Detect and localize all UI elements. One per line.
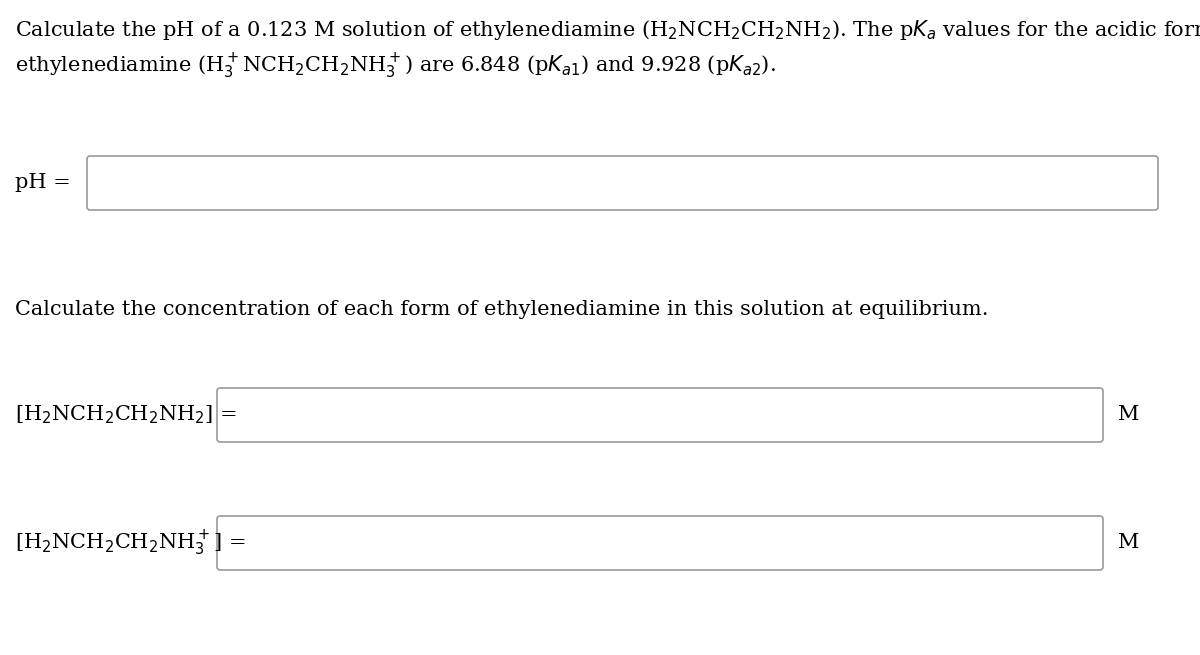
Text: M: M	[1118, 405, 1139, 424]
Text: M: M	[1118, 534, 1139, 553]
Text: Calculate the pH of a 0.123 M solution of ethylenediamine (H$_2$NCH$_2$CH$_2$NH$: Calculate the pH of a 0.123 M solution o…	[14, 18, 1200, 42]
Text: Calculate the concentration of each form of ethylenediamine in this solution at : Calculate the concentration of each form…	[14, 300, 989, 319]
FancyBboxPatch shape	[88, 156, 1158, 210]
Text: [H$_2$NCH$_2$CH$_2$NH$_2$] =: [H$_2$NCH$_2$CH$_2$NH$_2$] =	[14, 403, 238, 426]
FancyBboxPatch shape	[217, 516, 1103, 570]
Text: pH =: pH =	[14, 174, 71, 193]
FancyBboxPatch shape	[217, 388, 1103, 442]
Text: [H$_2$NCH$_2$CH$_2$NH$_3^+$] =: [H$_2$NCH$_2$CH$_2$NH$_3^+$] =	[14, 529, 246, 557]
Text: ethylenediamine (H$_3^+$NCH$_2$CH$_2$NH$_3^+$) are 6.848 (p$K_{a1}$) and 9.928 (: ethylenediamine (H$_3^+$NCH$_2$CH$_2$NH$…	[14, 52, 776, 81]
